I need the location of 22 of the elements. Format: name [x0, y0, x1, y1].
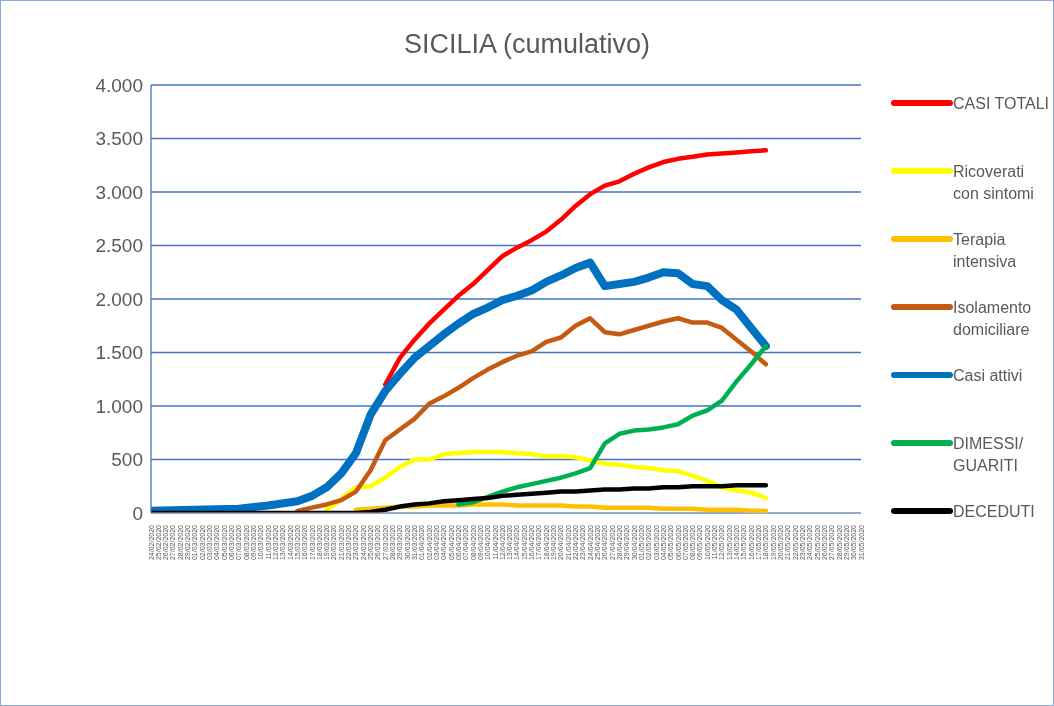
- line-series: [382, 148, 769, 387]
- legend-label: Terapia intensiva: [953, 230, 1018, 272]
- legend-label: Ricoverati con sintomi: [953, 162, 1035, 204]
- legend-label: CASI TOTALI: [953, 94, 1051, 114]
- legend-label: Isolamento domiciliare: [953, 298, 1033, 340]
- line-series: [151, 482, 769, 513]
- line-series: [295, 316, 769, 513]
- chart-title: SICILIA (cumulativo): [402, 29, 652, 60]
- y-tick-label: 3.500: [95, 128, 143, 150]
- legend-label: DECEDUTI: [953, 502, 1036, 522]
- legend-label: Casi attivi: [953, 366, 1024, 386]
- y-tick-label: 2.500: [95, 235, 143, 257]
- line-series: [456, 343, 769, 507]
- legend-label: DIMESSI/ GUARITI: [953, 434, 1025, 476]
- y-tick-label: 0: [132, 502, 143, 524]
- y-tick-label: 4.000: [95, 74, 143, 96]
- y-tick-label: 2.000: [95, 288, 143, 310]
- line-series: [324, 449, 769, 513]
- y-tick-label: 1.000: [95, 395, 143, 417]
- y-tick-label: 500: [111, 449, 143, 471]
- y-tick-label: 1.500: [95, 342, 143, 364]
- y-tick-label: 3.000: [95, 181, 143, 203]
